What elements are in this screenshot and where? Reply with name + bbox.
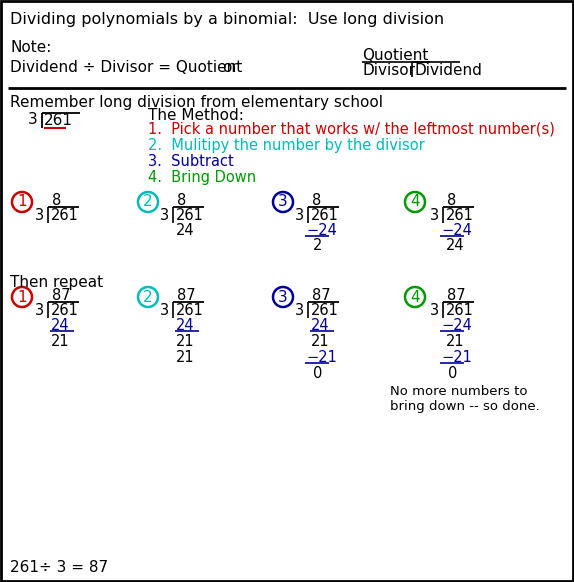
Text: 24: 24 — [176, 223, 195, 238]
Text: 3: 3 — [28, 112, 38, 127]
Text: 1: 1 — [17, 194, 27, 210]
Text: −24: −24 — [441, 223, 472, 238]
Text: 2: 2 — [143, 194, 153, 210]
Text: 24: 24 — [176, 318, 195, 333]
Text: 3: 3 — [160, 208, 169, 223]
Text: 261: 261 — [176, 208, 204, 223]
Text: 8: 8 — [312, 193, 321, 208]
Text: 3: 3 — [35, 303, 44, 318]
Text: Note:: Note: — [10, 40, 52, 55]
Text: 21: 21 — [446, 334, 465, 349]
Text: 3: 3 — [278, 289, 288, 304]
Text: 3: 3 — [160, 303, 169, 318]
Text: 3: 3 — [295, 303, 304, 318]
Text: 4.  Bring Down: 4. Bring Down — [148, 170, 256, 185]
Text: 261: 261 — [311, 303, 339, 318]
Text: 2: 2 — [143, 289, 153, 304]
Text: 8: 8 — [52, 193, 61, 208]
Text: 1: 1 — [17, 289, 27, 304]
Text: 1.  Pick a number that works w/ the leftmost number(s): 1. Pick a number that works w/ the leftm… — [148, 122, 555, 137]
Text: 0: 0 — [313, 366, 323, 381]
Text: 3.  Subtract: 3. Subtract — [148, 154, 234, 169]
Text: 87: 87 — [52, 288, 71, 303]
Text: 3: 3 — [278, 194, 288, 210]
Text: Dividend: Dividend — [414, 63, 482, 78]
Text: 87: 87 — [312, 288, 331, 303]
Text: 3: 3 — [295, 208, 304, 223]
Text: 261: 261 — [51, 208, 79, 223]
Text: 261: 261 — [311, 208, 339, 223]
Text: Then repeat: Then repeat — [10, 275, 103, 290]
Text: −21: −21 — [307, 350, 337, 365]
Text: Divisor: Divisor — [362, 63, 415, 78]
Text: 3: 3 — [430, 208, 439, 223]
Text: 87: 87 — [447, 288, 466, 303]
Text: −24: −24 — [441, 318, 472, 333]
Text: 261: 261 — [176, 303, 204, 318]
Text: 3: 3 — [430, 303, 439, 318]
Text: 24: 24 — [51, 318, 70, 333]
Text: 4: 4 — [410, 289, 420, 304]
Text: 8: 8 — [447, 193, 456, 208]
Text: 8: 8 — [177, 193, 186, 208]
Text: −24: −24 — [307, 223, 337, 238]
Text: Dividing polynomials by a binomial:  Use long division: Dividing polynomials by a binomial: Use … — [10, 12, 444, 27]
Text: −21: −21 — [441, 350, 472, 365]
Text: 24: 24 — [311, 318, 330, 333]
Text: or: or — [222, 60, 238, 75]
Text: 261: 261 — [446, 208, 474, 223]
Text: Dividend ÷ Divisor = Quotient: Dividend ÷ Divisor = Quotient — [10, 60, 242, 75]
Text: Quotient: Quotient — [362, 48, 428, 63]
Text: 261: 261 — [44, 113, 73, 128]
Text: 261÷ 3 = 87: 261÷ 3 = 87 — [10, 560, 108, 575]
Text: 3: 3 — [35, 208, 44, 223]
Text: 2.  Mulitipy the number by the divisor: 2. Mulitipy the number by the divisor — [148, 138, 425, 153]
Text: 2: 2 — [313, 238, 323, 253]
Text: Remember long division from elementary school: Remember long division from elementary s… — [10, 95, 383, 110]
Text: 261: 261 — [446, 303, 474, 318]
Text: 87: 87 — [177, 288, 196, 303]
Text: 261: 261 — [51, 303, 79, 318]
Text: 21: 21 — [176, 350, 195, 365]
Text: 4: 4 — [410, 194, 420, 210]
Text: No more numbers to
bring down -- so done.: No more numbers to bring down -- so done… — [390, 385, 540, 413]
Text: 21: 21 — [176, 334, 195, 349]
Text: 21: 21 — [51, 334, 70, 349]
Text: 21: 21 — [311, 334, 330, 349]
Text: 0: 0 — [448, 366, 457, 381]
Text: The Method:: The Method: — [148, 108, 244, 123]
Text: 24: 24 — [446, 238, 465, 253]
